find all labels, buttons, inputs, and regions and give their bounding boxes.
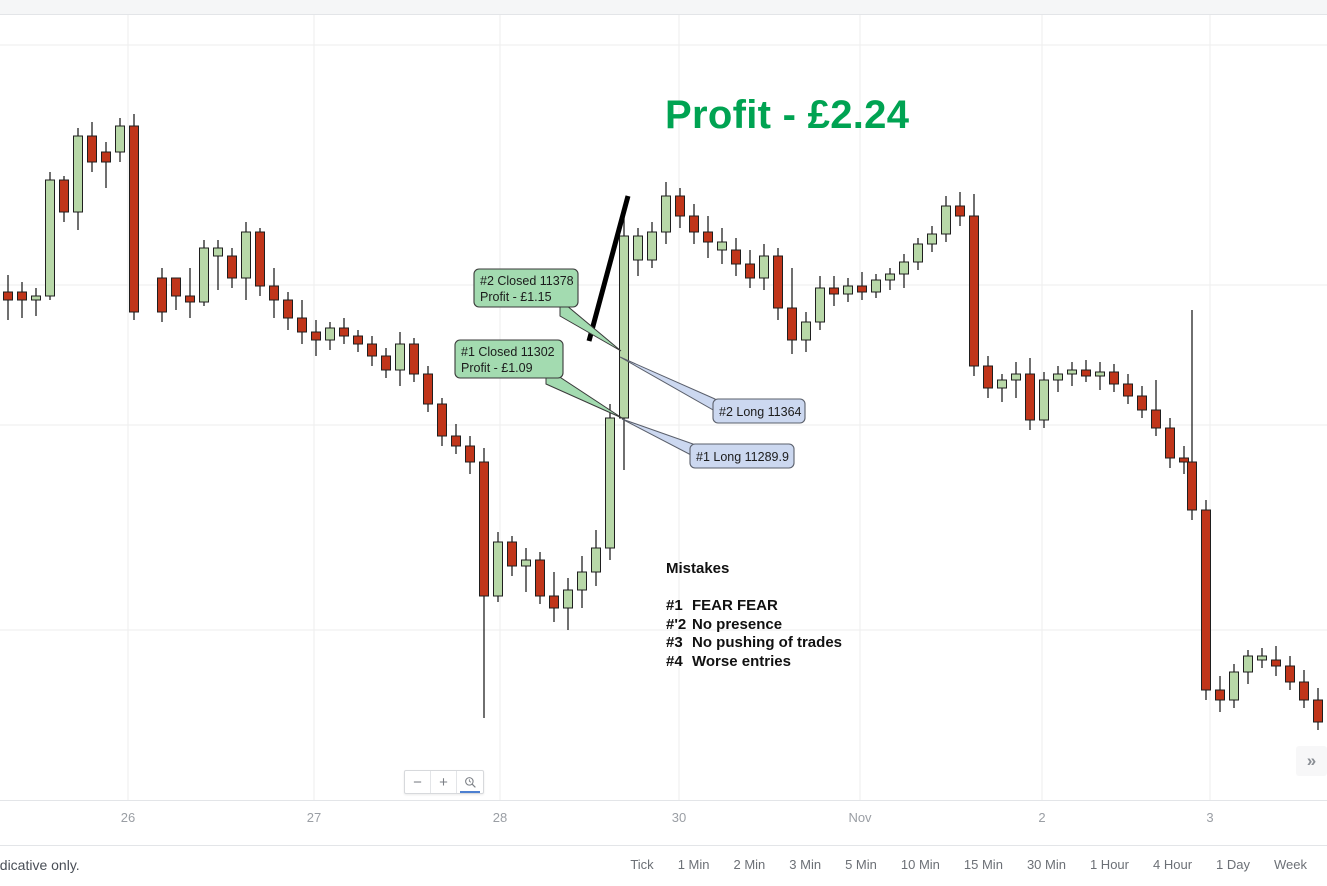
timeframe-button-2-min[interactable]: 2 Min — [733, 857, 766, 872]
svg-text:#2 Long 11364: #2 Long 11364 — [719, 405, 802, 419]
list-item: #'2 No presence — [666, 616, 842, 635]
svg-text:Profit - £1.09: Profit - £1.09 — [461, 361, 533, 375]
mistakes-annotation: Mistakes #1 FEAR FEAR #'2 No presence #3 No… — [666, 560, 842, 671]
disclaimer-text: ndicative only. — [0, 857, 80, 873]
mistake-number: #4 — [666, 652, 683, 670]
candlestick-chart[interactable]: #2 Closed 11378 Profit - £1.15 #1 Closed 1… — [0, 15, 1327, 800]
zoom-in-button[interactable]: + — [431, 771, 457, 793]
bottom-bar: ndicative only. Tick 1 Min 2 Min 3 Min 5 Min… — [0, 845, 1327, 886]
x-axis-tick-label: 27 — [306, 810, 322, 825]
x-axis-tick-label: 2 — [1038, 810, 1046, 825]
mistake-text: No presence — [692, 615, 783, 633]
trade-callouts[interactable]: #2 Closed 11378 Profit - £1.15 #1 Closed 1… — [454, 268, 806, 469]
page-title: Profit - £2.24 — [665, 93, 910, 137]
timeframe-button-4-hour[interactable]: 4 Hour — [1153, 857, 1193, 872]
x-axis-tick-label: 30 — [671, 810, 687, 825]
list-item: #4 Worse entries — [666, 653, 842, 672]
timeframe-button-1-min[interactable]: 1 Min — [677, 857, 710, 872]
mistake-number: #3 — [666, 634, 683, 651]
svg-text:#2 Closed 11378: #2 Closed 11378 — [480, 274, 574, 288]
x-axis-tick-label: 3 — [1206, 810, 1214, 825]
chart-gridlines — [0, 15, 1327, 800]
magnifier-icon[interactable] — [457, 771, 483, 793]
list-item: #3 No pushing of trades — [666, 634, 842, 653]
scroll-right-button[interactable]: » — [1296, 746, 1327, 776]
timeframe-button-week[interactable]: Week — [1274, 857, 1307, 872]
timeframe-button-15-min[interactable]: 15 Min — [963, 857, 1003, 872]
timeframe-selector[interactable]: Tick 1 Min 2 Min 3 Min 5 Min 10 Min 15 Min 30 M… — [618, 857, 1319, 872]
chart-canvas: #2 Closed 11378 Profit - £1.15 #1 Closed 1… — [0, 15, 1327, 800]
x-axis: 26 27 28 30 Nov 2 3 — [0, 800, 1327, 846]
mistake-text: Worse entries — [692, 652, 791, 670]
mistake-text: No pushing of trades — [692, 634, 842, 651]
timeframe-button-tick[interactable]: Tick — [630, 857, 654, 872]
top-header-strip — [0, 0, 1327, 15]
timeframe-button-30-min[interactable]: 30 Min — [1026, 857, 1066, 872]
x-axis-tick-label: 28 — [492, 810, 508, 825]
timeframe-button-1-hour[interactable]: 1 Hour — [1089, 857, 1129, 872]
mistake-text: FEAR FEAR — [692, 597, 778, 614]
list-item: #1 FEAR FEAR — [666, 597, 842, 616]
zoom-out-button[interactable]: − — [405, 771, 431, 793]
x-axis-tick-label: 26 — [120, 810, 136, 825]
svg-text:#1 Long 11289.9: #1 Long 11289.9 — [696, 450, 789, 464]
timeframe-button-10-min[interactable]: 10 Min — [900, 857, 940, 872]
mistakes-heading: Mistakes — [666, 560, 730, 577]
mistake-number: #'2 — [666, 615, 687, 633]
candlestick-series — [3, 114, 1323, 730]
svg-text:Profit - £1.15: Profit - £1.15 — [480, 290, 552, 304]
x-axis-tick-label: Nov — [848, 810, 872, 825]
mistake-number: #1 — [666, 597, 683, 614]
search-time-icon — [464, 776, 476, 788]
timeframe-button-5-min[interactable]: 5 Min — [845, 857, 877, 872]
timeframe-button-3-min[interactable]: 3 Min — [789, 857, 822, 872]
timeframe-button-1-day[interactable]: 1 Day — [1216, 857, 1250, 872]
trendline-annotation[interactable] — [586, 195, 631, 342]
svg-text:#1 Closed 11302: #1 Closed 11302 — [461, 345, 555, 359]
zoom-control-group[interactable]: − + — [404, 770, 484, 794]
